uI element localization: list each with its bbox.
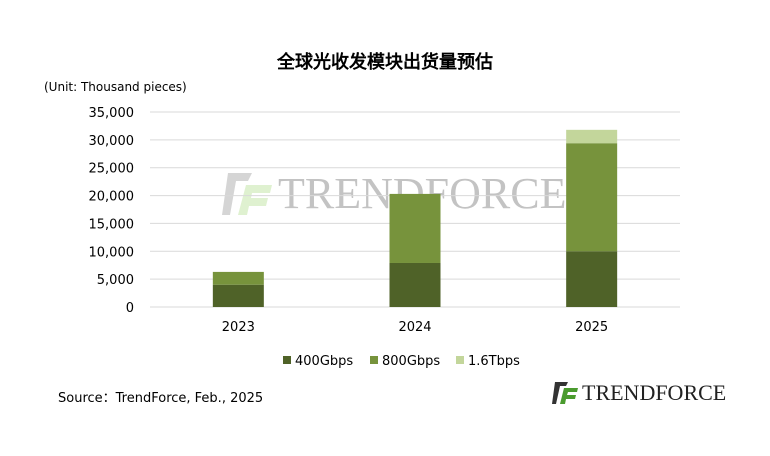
chart-title: 全球光收发模块出货量预估: [277, 52, 493, 73]
bar-2024-800Gbps: [389, 193, 441, 263]
logo-text: TRENDFORCE: [582, 380, 727, 405]
y-tick-label: 10,000: [89, 245, 135, 260]
y-tick-label: 20,000: [89, 190, 135, 205]
legend-label: 800Gbps: [382, 354, 440, 369]
legend-label: 400Gbps: [295, 354, 353, 369]
watermark: TRENDFORCE: [222, 168, 566, 219]
bar-2024-400Gbps: [389, 262, 441, 307]
legend-swatch-800Gbps: [370, 356, 378, 364]
legend-swatch-400Gbps: [283, 356, 291, 364]
trendforce-watermark-icon: [222, 172, 272, 215]
x-tick-label: 2025: [575, 320, 608, 335]
bar-2023-800Gbps: [212, 271, 264, 285]
bar-2025-800Gbps: [566, 143, 618, 252]
legend-swatch-1.6Tbps: [456, 356, 464, 364]
y-tick-label: 35,000: [89, 106, 135, 121]
source-note: Source：TrendForce, Feb., 2025: [58, 391, 264, 406]
x-tick-label: 2023: [222, 320, 255, 335]
unit-label: (Unit: Thousand pieces): [44, 80, 187, 94]
y-tick-label: 15,000: [89, 217, 135, 232]
trendforce-logo-icon: [552, 382, 578, 404]
y-tick-label: 0: [126, 301, 134, 316]
bar-2025-1.6Tbps: [566, 129, 618, 144]
y-tick-label: 30,000: [89, 134, 135, 149]
y-tick-label: 5,000: [97, 273, 134, 288]
y-tick-label: 25,000: [89, 162, 135, 177]
legend-label: 1.6Tbps: [468, 354, 520, 369]
bar-2025-400Gbps: [566, 251, 618, 307]
bar-2023-400Gbps: [212, 284, 264, 307]
x-tick-label: 2024: [398, 320, 431, 335]
trendforce-logo: TRENDFORCE: [552, 380, 726, 406]
